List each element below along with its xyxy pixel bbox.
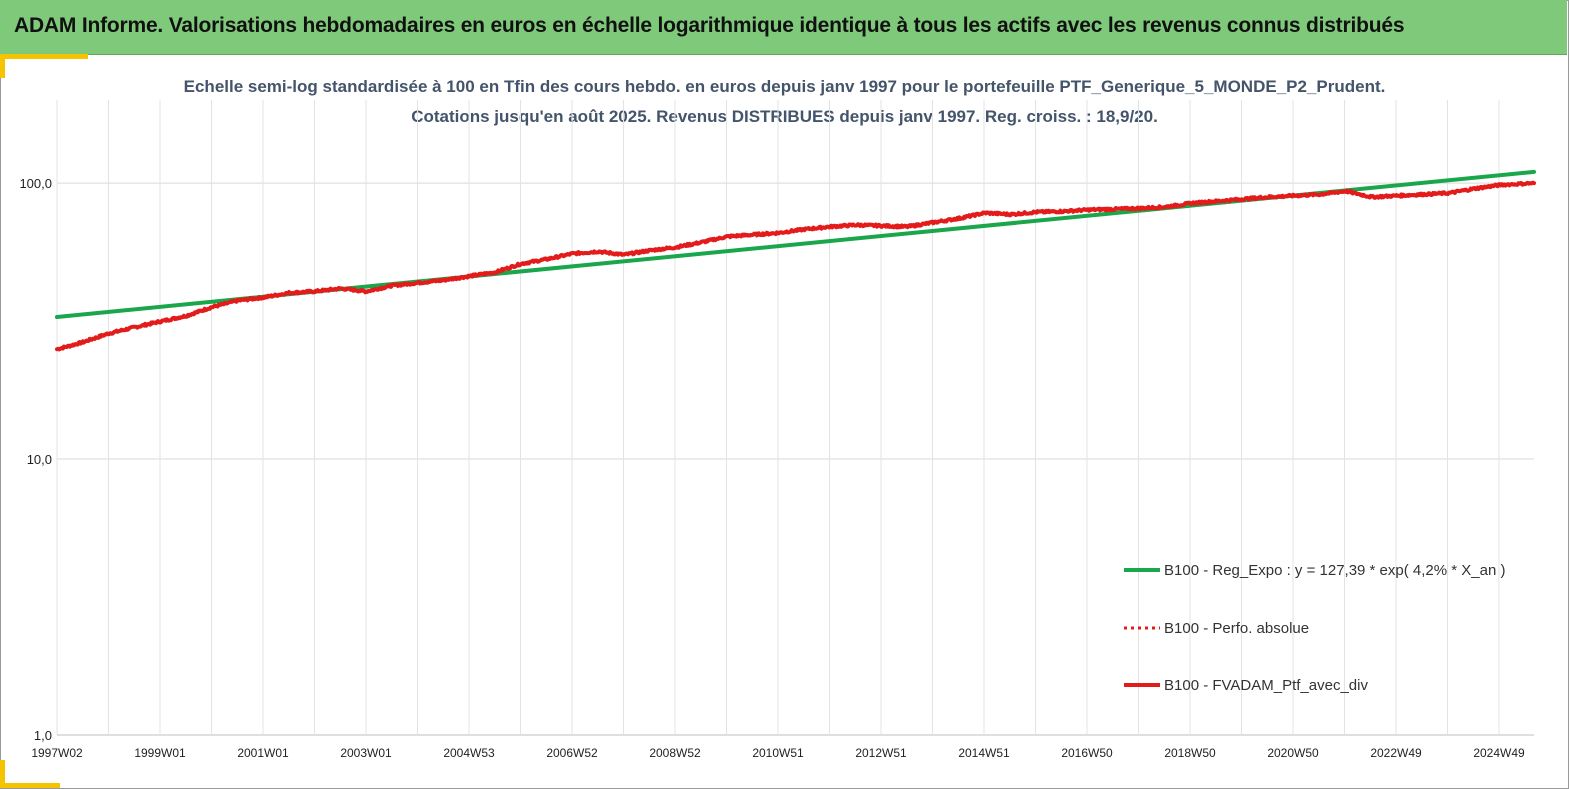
- x-tick-label: 2008W52: [649, 746, 701, 760]
- x-tick-label: 2012W51: [855, 746, 907, 760]
- x-tick-label: 2003W01: [340, 746, 392, 760]
- corner-accent-bottom-left-vertical: [0, 760, 5, 788]
- corner-accent-top-left-vertical: [0, 54, 5, 78]
- x-tick-label: 2018W50: [1164, 746, 1216, 760]
- legend: B100 - Reg_Expo : y = 127,39 * exp( 4,2%…: [1124, 562, 1505, 694]
- title-banner: ADAM Informe. Valorisations hebdomadaire…: [0, 0, 1567, 55]
- x-tick-label: 2004W53: [443, 746, 495, 760]
- y-tick-label: 1,0: [34, 728, 52, 743]
- legend-label-1: B100 - Perfo. absolue: [1164, 620, 1309, 637]
- legend-label-0: B100 - Reg_Expo : y = 127,39 * exp( 4,2%…: [1164, 562, 1505, 579]
- x-tick-label: 1999W01: [134, 746, 186, 760]
- x-tick-label: 2024W49: [1473, 746, 1525, 760]
- x-tick-label: 2010W51: [752, 746, 804, 760]
- x-axis-tick-labels: 1997W02 1999W01 2001W01 2003W01 2004W53 2006W…: [31, 746, 1525, 760]
- x-tick-label: 1997W02: [31, 746, 83, 760]
- series-line-2: [55, 180, 1536, 352]
- banner-title: ADAM Informe. Valorisations hebdomadaire…: [14, 14, 1405, 37]
- x-tick-label: 2006W52: [546, 746, 598, 760]
- y-tick-label: 10,0: [27, 452, 52, 467]
- corner-accent-top-left: [0, 54, 88, 59]
- chart-title: Echelle semi-log standardisée à 100 en T…: [183, 77, 1386, 96]
- x-tick-label: 2014W51: [958, 746, 1010, 760]
- y-tick-label: 100,0: [19, 176, 52, 191]
- x-tick-label: 2022W49: [1370, 746, 1422, 760]
- y-axis-tick-labels: 1,0 10,0 100,0: [19, 176, 52, 743]
- chart-subtitle: Cotations jusqu'en août 2025. Revenus DI…: [411, 107, 1158, 126]
- x-tick-label: 2016W50: [1061, 746, 1113, 760]
- corner-accent-bottom-left: [0, 783, 60, 788]
- legend-label-2: B100 - FVADAM_Ptf_avec_div: [1164, 677, 1368, 694]
- x-tick-label: 2020W50: [1267, 746, 1319, 760]
- x-tick-label: 2001W01: [237, 746, 289, 760]
- series-lines: [55, 169, 1536, 352]
